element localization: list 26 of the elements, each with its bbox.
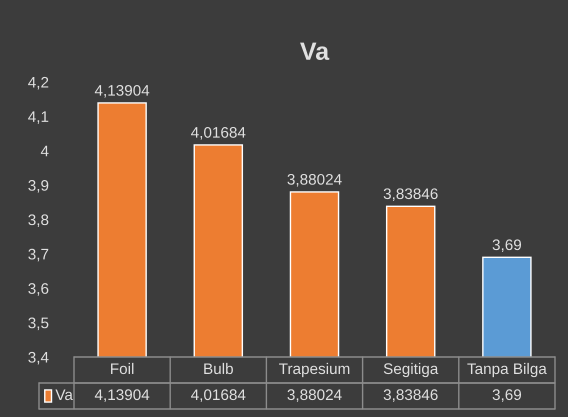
x-tick-label: Bulb [204,362,233,374]
text: 3,69 [492,239,522,252]
y-tick-label: 3,5 [28,317,48,330]
y-tick-label: 3,7 [28,248,48,262]
x-tick-label: Segitiga [384,362,438,378]
text: 3,83846 [384,188,438,201]
data-label: 3,88024 [287,389,342,402]
data-label: 4,13904 [94,389,150,402]
y-tick-label: 4,1 [28,111,48,124]
text: 4,01684 [191,127,246,140]
data-label: 4,01684 [191,389,246,402]
legend-label: Va [55,389,73,400]
y-tick-label: 3,9 [28,180,48,193]
x-tick-label: Foil [111,362,134,374]
y-tick-label: 3,8 [28,214,48,227]
text: 3,88024 [287,174,342,187]
text: 4,13904 [94,84,150,98]
data-label: 3,69 [492,389,522,402]
y-tick-label: 4,2 [28,76,48,90]
y-tick-label: 3,6 [28,283,48,296]
x-tick-label: Trapesium [279,362,350,378]
y-tick-label: 4 [40,146,49,156]
x-tick-label: Tanpa Bilga [467,362,547,378]
y-tick-label: 3,4 [28,352,49,364]
chart-title: Va [300,42,330,60]
data-label: 3,83846 [384,389,438,402]
